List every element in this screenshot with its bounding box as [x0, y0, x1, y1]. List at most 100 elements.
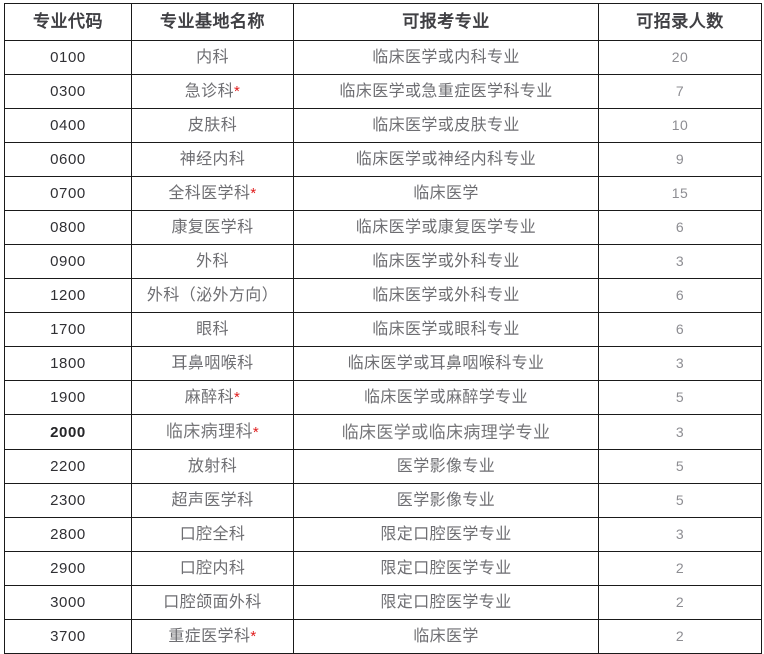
table-row: 0700 全科医学科* 临床医学 15	[4, 176, 762, 211]
table-row: 0600 神经内科 临床医学或神经内科专业 9	[4, 142, 762, 177]
cell-base-name: 口腔全科	[131, 517, 294, 552]
cell-eligible-major: 临床医学或眼科专业	[293, 312, 599, 347]
table-row: 0800 康复医学科 临床医学或康复医学专业 6	[4, 210, 762, 245]
table-row: 2000 临床病理科* 临床医学或临床病理学专业 3	[4, 414, 762, 450]
cell-specialty-code: 0800	[4, 210, 132, 245]
cell-specialty-code: 1700	[4, 312, 132, 347]
required-asterisk-icon: *	[233, 83, 241, 100]
cell-eligible-major: 临床医学或皮肤专业	[293, 108, 599, 143]
table-row: 2200 放射科 医学影像专业 5	[4, 449, 762, 484]
cell-specialty-code: 2900	[4, 551, 132, 586]
required-asterisk-icon: *	[252, 424, 260, 441]
cell-eligible-major: 限定口腔医学专业	[293, 517, 599, 552]
cell-base-name: 口腔颌面外科	[131, 585, 294, 620]
table-row: 1900 麻醉科* 临床医学或麻醉学专业 5	[4, 380, 762, 415]
base-name-text: 口腔全科	[179, 526, 246, 543]
base-name-text: 外科（泌外方向）	[146, 287, 279, 304]
table-header: 专业代码 专业基地名称 可报考专业 可招录人数	[4, 3, 762, 41]
table-row: 1200 外科（泌外方向） 临床医学或外科专业 6	[4, 278, 762, 313]
column-header-quota: 可招录人数	[598, 3, 762, 41]
cell-base-name: 皮肤科	[131, 108, 294, 143]
cell-specialty-code: 2300	[4, 483, 132, 518]
table-row: 3700 重症医学科* 临床医学 2	[4, 619, 762, 654]
cell-eligible-major: 临床医学或外科专业	[293, 244, 599, 279]
table-row: 3000 口腔颌面外科 限定口腔医学专业 2	[4, 585, 762, 620]
table-body: 0100 内科 临床医学或内科专业 20 0300 急诊科* 临床医学或急重症医学科专业 7 0…	[4, 40, 762, 654]
cell-eligible-major: 临床医学	[293, 176, 599, 211]
table-row: 0900 外科 临床医学或外科专业 3	[4, 244, 762, 279]
base-name-text: 耳鼻咽喉科	[171, 355, 254, 372]
cell-quota: 6	[598, 278, 762, 313]
cell-base-name: 超声医学科	[131, 483, 294, 518]
required-asterisk-icon: *	[233, 389, 241, 406]
base-name-text: 眼科	[196, 321, 229, 338]
table-row: 0300 急诊科* 临床医学或急重症医学科专业 7	[4, 74, 762, 109]
cell-base-name: 康复医学科	[131, 210, 294, 245]
column-header-specialty-code: 专业代码	[4, 3, 132, 41]
base-name-text: 外科	[196, 253, 229, 270]
cell-specialty-code: 0100	[4, 40, 132, 75]
cell-quota: 20	[598, 40, 762, 75]
cell-eligible-major: 医学影像专业	[293, 483, 599, 518]
base-name-text: 重症医学科	[168, 628, 251, 645]
base-name-text: 神经内科	[179, 151, 246, 168]
required-asterisk-icon: *	[250, 185, 257, 202]
cell-quota: 6	[598, 312, 762, 347]
cell-quota: 2	[598, 551, 762, 586]
cell-quota: 6	[598, 210, 762, 245]
cell-specialty-code: 2800	[4, 517, 132, 552]
cell-quota: 15	[598, 176, 762, 211]
base-name-text: 放射科	[187, 458, 238, 475]
cell-eligible-major: 临床医学或外科专业	[293, 278, 599, 313]
cell-quota: 2	[598, 619, 762, 654]
cell-base-name: 内科	[131, 40, 294, 75]
cell-quota: 5	[598, 449, 762, 484]
residency-specialty-table: 专业代码 专业基地名称 可报考专业 可招录人数 0100 内科 临床医学或内科专业 2…	[4, 3, 762, 654]
cell-quota: 2	[598, 585, 762, 620]
required-asterisk-icon: *	[250, 628, 257, 645]
base-name-text: 麻醉科	[184, 389, 234, 406]
cell-quota: 3	[598, 414, 762, 450]
cell-quota: 10	[598, 108, 762, 143]
cell-specialty-code: 1200	[4, 278, 132, 313]
cell-specialty-code: 0700	[4, 176, 132, 211]
cell-specialty-code: 0300	[4, 74, 132, 109]
cell-quota: 7	[598, 74, 762, 109]
cell-specialty-code: 1900	[4, 380, 132, 415]
table-row: 2300 超声医学科 医学影像专业 5	[4, 483, 762, 518]
cell-base-name: 放射科	[131, 449, 294, 484]
base-name-text: 口腔内科	[179, 560, 246, 577]
cell-eligible-major: 临床医学或耳鼻咽喉科专业	[293, 346, 599, 381]
cell-quota: 3	[598, 244, 762, 279]
base-name-text: 全科医学科	[168, 185, 251, 202]
table-row: 2900 口腔内科 限定口腔医学专业 2	[4, 551, 762, 586]
cell-eligible-major: 临床医学或麻醉学专业	[293, 380, 599, 415]
cell-quota: 5	[598, 483, 762, 518]
cell-base-name: 临床病理科*	[131, 414, 294, 450]
cell-base-name: 外科（泌外方向）	[131, 278, 294, 313]
cell-base-name: 全科医学科*	[131, 176, 294, 211]
cell-quota: 3	[598, 346, 762, 381]
base-name-text: 临床病理科	[165, 422, 253, 441]
cell-specialty-code: 2000	[4, 414, 132, 450]
cell-specialty-code: 3700	[4, 619, 132, 654]
cell-specialty-code: 1800	[4, 346, 132, 381]
cell-specialty-code: 3000	[4, 585, 132, 620]
table-row: 0400 皮肤科 临床医学或皮肤专业 10	[4, 108, 762, 143]
table-row: 0100 内科 临床医学或内科专业 20	[4, 40, 762, 75]
cell-specialty-code: 0600	[4, 142, 132, 177]
cell-base-name: 重症医学科*	[131, 619, 294, 654]
page-root: 专业代码 专业基地名称 可报考专业 可招录人数 0100 内科 临床医学或内科专业 2…	[4, 3, 762, 654]
cell-quota: 5	[598, 380, 762, 415]
cell-specialty-code: 2200	[4, 449, 132, 484]
cell-base-name: 耳鼻咽喉科	[131, 346, 294, 381]
column-header-base-name: 专业基地名称	[131, 3, 294, 41]
base-name-text: 超声医学科	[171, 492, 254, 509]
cell-eligible-major: 临床医学或急重症医学科专业	[293, 74, 599, 109]
cell-eligible-major: 临床医学或神经内科专业	[293, 142, 599, 177]
cell-base-name: 急诊科*	[131, 74, 294, 109]
cell-eligible-major: 临床医学或临床病理学专业	[293, 414, 599, 450]
cell-base-name: 外科	[131, 244, 294, 279]
cell-base-name: 口腔内科	[131, 551, 294, 586]
column-header-eligible-major: 可报考专业	[293, 3, 599, 41]
